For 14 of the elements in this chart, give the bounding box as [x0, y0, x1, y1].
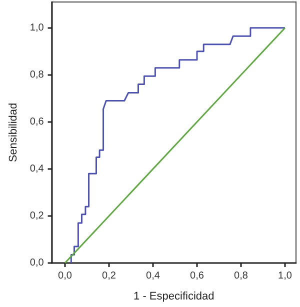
x-tick-label: 0,0	[58, 270, 72, 282]
y-tick-label: 0,2	[30, 210, 44, 222]
x-tick-label: 0,6	[190, 270, 204, 282]
x-tick-label: 1,0	[278, 270, 292, 282]
y-tick-label: 0,8	[30, 69, 44, 80]
x-tick-label: 0,2	[102, 270, 116, 282]
x-tick-label: 0,8	[234, 270, 248, 282]
y-tick-label: 0,0	[30, 258, 44, 268]
y-tick-label: 0,4	[30, 163, 44, 174]
y-tick-label: 0,6	[30, 116, 44, 128]
y-axis-title: Sensibilidad	[8, 102, 20, 162]
x-tick-label: 0,4	[146, 270, 160, 282]
x-axis-title: 1 - Especificidad	[134, 290, 214, 302]
y-tick-label: 1,0	[30, 22, 44, 34]
